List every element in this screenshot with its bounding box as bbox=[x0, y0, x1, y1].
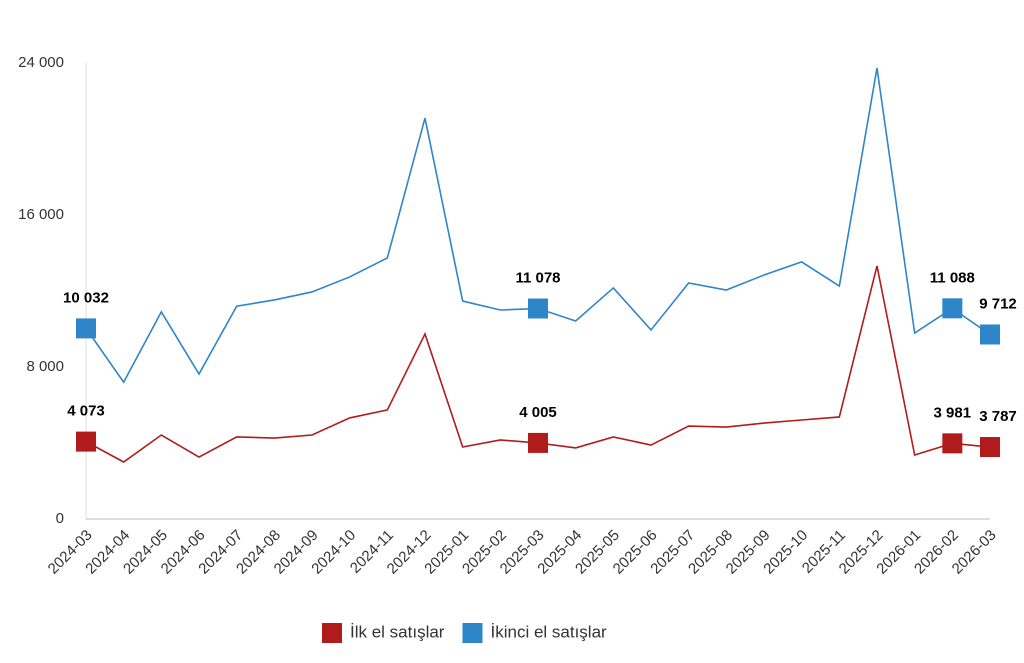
legend-label: İkinci el satışlar bbox=[490, 622, 607, 641]
data-marker bbox=[942, 298, 963, 319]
y-tick-label: 0 bbox=[56, 510, 64, 527]
data-marker bbox=[980, 324, 1000, 345]
data-label: 9 712 bbox=[979, 295, 1017, 312]
data-marker bbox=[942, 433, 963, 454]
data-label: 10 032 bbox=[63, 289, 109, 306]
series-line bbox=[85, 265, 991, 463]
legend-swatch bbox=[462, 623, 483, 643]
data-label: 11 078 bbox=[515, 269, 560, 286]
y-tick-label: 16 000 bbox=[18, 206, 64, 223]
data-marker bbox=[528, 432, 548, 453]
data-label: 3 787 bbox=[979, 408, 1017, 425]
data-label: 4 073 bbox=[67, 403, 105, 420]
series-line bbox=[85, 67, 991, 384]
data-label: 11 088 bbox=[930, 269, 975, 286]
data-marker bbox=[980, 437, 1000, 458]
data-marker bbox=[76, 431, 96, 452]
y-tick-label: 24 000 bbox=[18, 54, 64, 71]
data-label: 3 981 bbox=[934, 404, 972, 421]
legend-label: İlk el satışlar bbox=[350, 622, 445, 641]
data-marker bbox=[76, 318, 96, 339]
y-tick-label: 8 000 bbox=[26, 358, 64, 375]
legend-swatch bbox=[322, 623, 342, 643]
data-label: 4 005 bbox=[519, 404, 557, 421]
data-marker bbox=[528, 298, 548, 319]
